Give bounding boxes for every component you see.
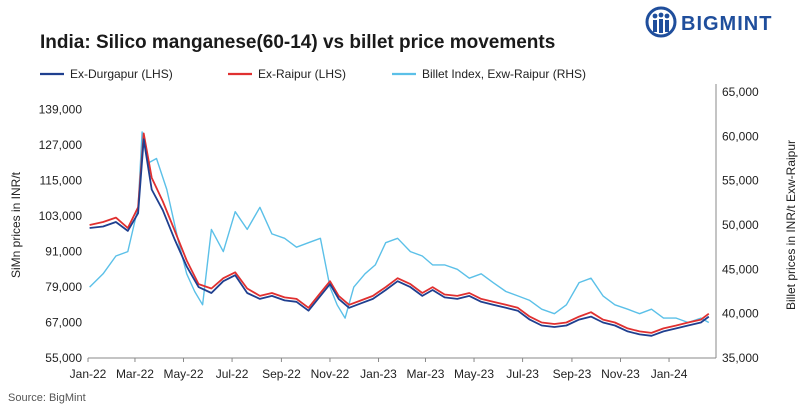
legend-label: Ex-Raipur (LHS): [258, 67, 346, 81]
left-y-tick-label: 127,000: [39, 138, 83, 152]
plot-area: [89, 131, 710, 337]
x-axis: Jan-22 Mar-22 May-22 Jul-22 Sep-22 Nov-22 Jan-…: [70, 358, 688, 381]
chart-title: India: Silico manganese(60-14) vs billet…: [40, 32, 556, 53]
right-y-tick-label: 60,000: [722, 129, 759, 143]
x-tick-label: Jan-22: [70, 367, 107, 381]
series-line-ex-durgapur: [89, 138, 710, 337]
x-tick-label: Mar-23: [406, 367, 444, 381]
series-line-ex-raipur: [89, 132, 710, 334]
x-tick-label: Nov-23: [601, 367, 640, 381]
right-y-tick-label: 40,000: [722, 307, 759, 321]
x-tick-label: Sep-23: [553, 367, 592, 381]
source-note: Source: BigMint: [8, 392, 86, 404]
x-tick-label: Jul-23: [506, 367, 539, 381]
left-y-tick-label: 139,000: [39, 103, 83, 117]
left-y-tick-label: 79,000: [45, 280, 82, 294]
x-tick-label: Mar-22: [116, 367, 154, 381]
x-tick-label: Jan-24: [651, 367, 688, 381]
bigmint-logo-icon: [645, 6, 677, 38]
x-tick-label: May-22: [164, 367, 204, 381]
left-y-axis-label: SiMn prices in INR/t: [9, 171, 23, 278]
chart-legend: Ex-Durgapur (LHS) Ex-Raipur (LHS) Billet I…: [40, 67, 586, 81]
right-y-tick-label: 35,000: [722, 351, 759, 365]
series-line-billet-index: [89, 131, 710, 324]
bigmint-logo: BIGMINT: [645, 6, 805, 40]
x-tick-label: Jul-22: [216, 367, 249, 381]
right-y-axis-label: Billet prices in INR/t Exw-Raipur: [784, 140, 798, 310]
x-tick-label: Jan-23: [360, 367, 397, 381]
left-y-tick-label: 55,000: [45, 351, 82, 365]
x-tick-label: May-23: [454, 367, 494, 381]
left-y-axis: 55,000 67,000 79,000 91,000 103,000 115,000 12…: [39, 103, 83, 365]
right-y-axis: 35,000 40,000 45,000 50,000 55,000 60,000 65,0…: [722, 85, 759, 365]
right-y-tick-label: 45,000: [722, 262, 759, 276]
brand-name: BIGMINT: [681, 13, 773, 35]
left-y-tick-label: 67,000: [45, 316, 82, 330]
legend-label: Ex-Durgapur (LHS): [70, 67, 173, 81]
left-y-tick-label: 103,000: [39, 209, 83, 223]
x-tick-label: Sep-22: [262, 367, 301, 381]
left-y-tick-label: 115,000: [40, 174, 83, 188]
x-tick-label: Nov-22: [311, 367, 350, 381]
right-y-tick-label: 50,000: [722, 218, 759, 232]
right-y-tick-label: 55,000: [722, 174, 759, 188]
right-y-tick-label: 65,000: [722, 85, 759, 99]
left-y-tick-label: 91,000: [45, 245, 82, 259]
legend-label: Billet Index, Exw-Raipur (RHS): [422, 67, 586, 81]
